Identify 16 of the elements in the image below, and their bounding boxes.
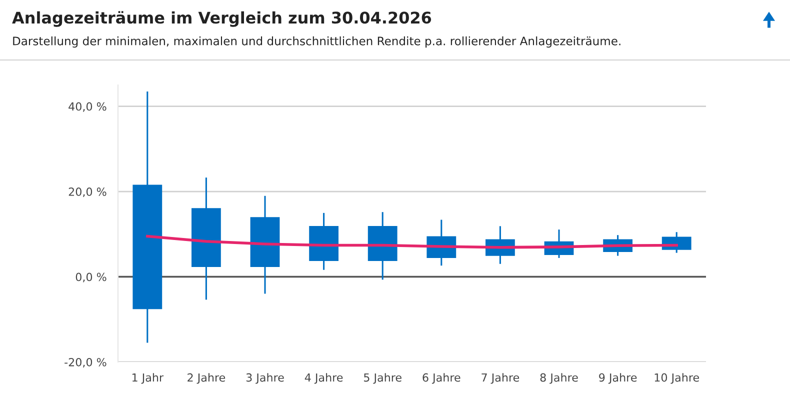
chart-subtitle: Darstellung der minimalen, maximalen und durchschnittlichen Rendite p.a. rollierender Anlagezeiträume. [13,36,620,48]
y-tick-label: 20,0 % [68,188,106,198]
x-tick-label: 9 Jahre [599,373,637,384]
x-tick-label: 5 Jahre [364,373,402,384]
x-tick-label: 2 Jahre [188,373,226,384]
y-tick-label: 0,0 % [76,272,106,282]
y-tick-label: -20,0 % [64,358,106,368]
x-tick-label: 6 Jahre [422,373,460,384]
x-tick-label: 3 Jahre [246,373,284,384]
y-tick-label: 40,0 % [68,102,106,112]
x-tick-label: 10 Jahre [654,373,699,384]
x-tick-label: 1 Jahr [132,373,164,384]
x-tick-label: 7 Jahre [482,373,520,384]
x-tick-label: 8 Jahre [540,373,578,384]
x-tick-label: 4 Jahre [304,373,343,384]
chart-title: Anlagezeiträume im Vergleich zum 30.04.2026 [12,11,432,27]
